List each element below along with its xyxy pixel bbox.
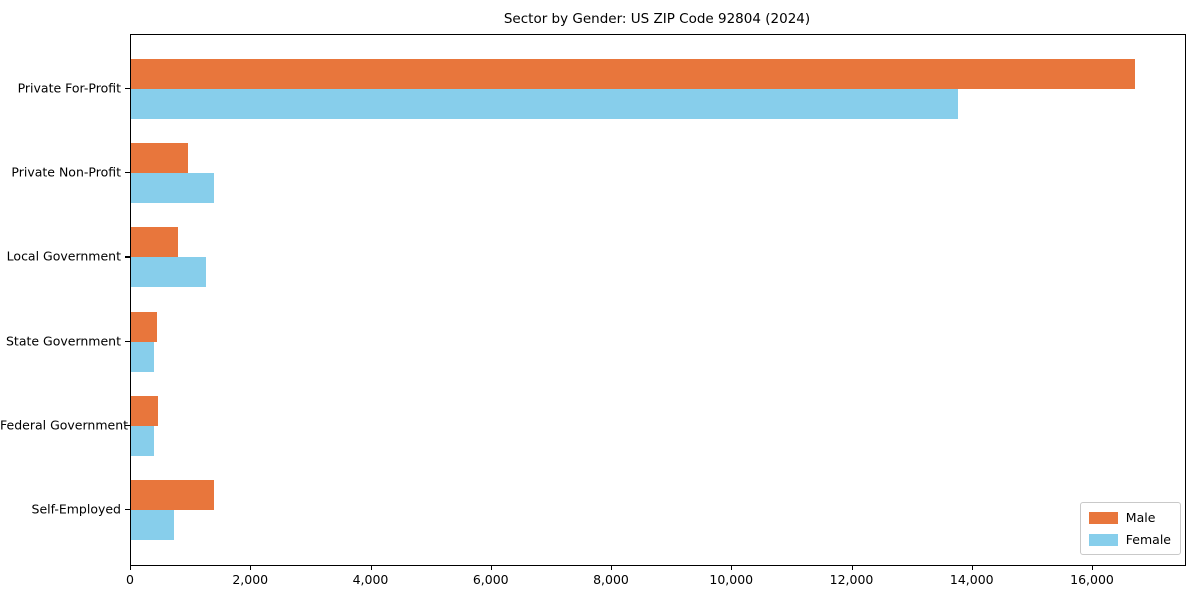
x-tick-mark [250,565,252,570]
bar-female-private-for-profit [131,89,958,119]
x-tick-mark [130,565,132,570]
chart-title: Sector by Gender: US ZIP Code 92804 (202… [503,11,811,27]
x-tick-label: 0 [126,572,134,587]
y-tick-label-federal-government: Federal Government [0,417,129,433]
y-tick-mark [125,256,130,258]
x-tick-mark [1092,565,1094,570]
legend-entry-female: Female [1088,532,1171,547]
bar-male-federal-government [131,395,158,426]
x-tick-mark [490,565,492,570]
x-tick-label: 2,000 [232,572,269,587]
x-tick-label: 12,000 [829,572,874,587]
legend-swatch-female [1088,533,1118,546]
y-tick-label-state-government: State Government [5,333,121,349]
x-tick-label: 10,000 [709,572,754,587]
x-tick-label: 6,000 [472,572,509,587]
y-tick-label-self-employed: Self-Employed [31,501,121,517]
legend: Male Female [1079,502,1181,555]
y-tick-mark [125,424,130,426]
bar-female-private-non-profit [131,173,214,204]
x-tick-label: 14,000 [949,572,994,587]
y-tick-mark [125,509,130,511]
x-tick-mark [611,565,613,570]
x-tick-label: 16,000 [1070,572,1114,587]
y-tick-mark [125,340,130,342]
x-tick-mark [370,565,372,570]
bar-male-self-employed [131,480,214,510]
bar-male-private-non-profit [131,143,188,174]
legend-label-female: Female [1125,532,1171,547]
bar-male-local-government [131,227,178,258]
bar-male-state-government [131,311,157,342]
y-tick-label-local-government: Local Government [6,248,121,264]
bar-female-local-government [131,257,206,288]
x-tick-mark [851,565,853,570]
y-tick-mark [125,88,130,90]
y-tick-label-private-non-profit: Private Non-Profit [11,164,121,180]
legend-swatch-male [1088,511,1118,524]
bar-female-federal-government [131,425,154,456]
x-tick-mark [731,565,733,570]
bar-female-state-government [131,341,155,372]
x-tick-label: 8,000 [593,572,629,587]
legend-entry-male: Male [1088,510,1171,525]
bar-male-private-for-profit [131,59,1136,89]
plot-area: Male Female [130,34,1186,566]
x-tick-mark [971,565,973,570]
bar-female-self-employed [131,510,175,540]
y-tick-mark [125,172,130,174]
legend-label-male: Male [1125,510,1156,525]
y-tick-label-private-for-profit: Private For-Profit [17,80,121,96]
x-tick-label: 4,000 [352,572,389,587]
